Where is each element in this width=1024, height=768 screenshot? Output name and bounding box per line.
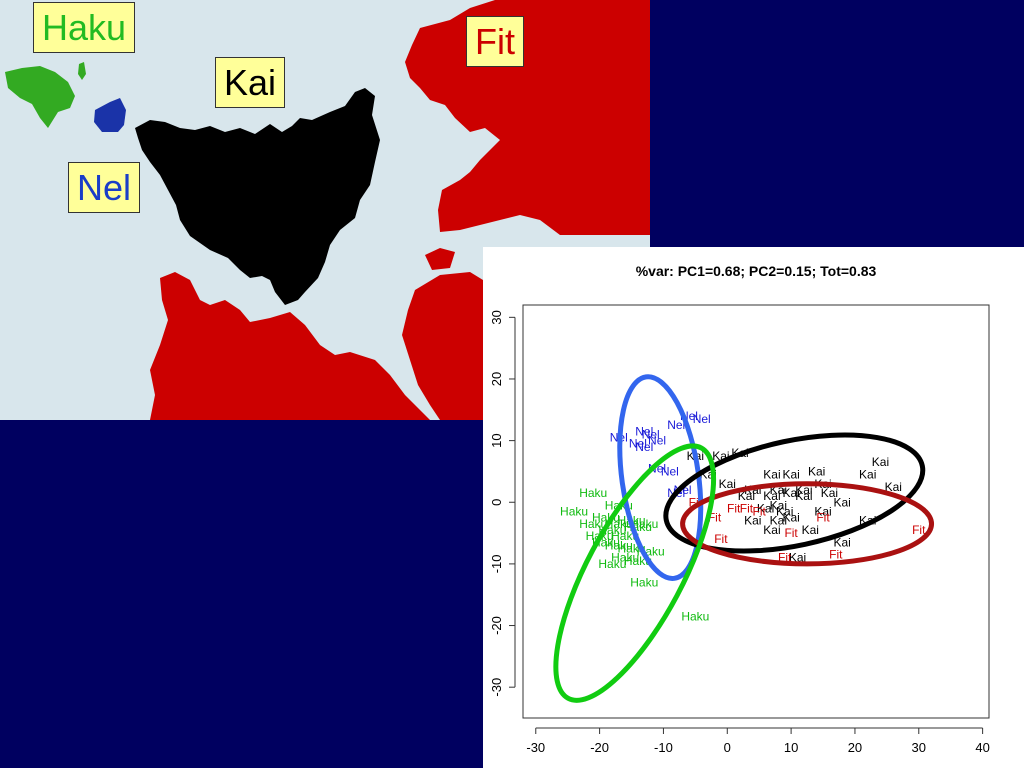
x-tick-label: 10	[784, 740, 798, 755]
haku-region	[5, 66, 75, 128]
data-point-kai: Kai	[770, 498, 787, 512]
data-point-fit: Fit	[727, 501, 741, 515]
fit-region-east	[402, 272, 483, 420]
x-axis: -30 -20 -10 0 10 20 30 40	[526, 727, 990, 755]
data-point-kai: Kai	[834, 495, 851, 509]
data-point-nel: Nel	[693, 412, 711, 426]
data-point-fit: Fit	[740, 501, 754, 515]
x-tick-label: 40	[975, 740, 989, 755]
ellipse-fit	[680, 481, 935, 567]
data-point-nel: Nel	[635, 440, 653, 454]
data-point-nel: Nel	[635, 424, 653, 438]
data-point-haku: Haku	[579, 486, 607, 500]
data-point-nel: Nel	[642, 427, 660, 441]
data-point-nel: Nel	[648, 434, 666, 448]
nel-map-label: Nel	[68, 162, 141, 214]
haku-islet	[78, 62, 86, 80]
data-point-fit: Fit	[714, 532, 728, 546]
data-point-nel: Nel	[667, 418, 685, 432]
data-point-kai: Kai	[757, 501, 774, 515]
plot-frame	[522, 304, 990, 719]
x-tick-label: -20	[590, 740, 609, 755]
y-tick-label: 20	[489, 372, 504, 386]
data-point-kai: Kai	[795, 489, 812, 503]
data-point-fit: Fit	[912, 523, 926, 537]
data-point-haku: Haku	[630, 575, 658, 589]
map-panel: Haku Fit Kai Nel	[0, 0, 650, 420]
x-tick-label: 30	[912, 740, 926, 755]
data-point-haku: Haku	[560, 505, 588, 519]
y-axis: -30 -20 -10 0 10 20 30	[489, 310, 516, 697]
data-point-kai: Kai	[763, 468, 780, 482]
data-point-haku: Haku	[630, 517, 658, 531]
ellipse-haku	[553, 443, 717, 703]
data-point-haku: Haku	[605, 538, 633, 552]
data-point-kai: Kai	[770, 514, 787, 528]
y-tick-label: 30	[489, 310, 504, 324]
data-point-kai: Kai	[763, 523, 780, 537]
kai-map-label: Kai	[215, 57, 286, 109]
data-point-fit: Fit	[784, 526, 798, 540]
x-tick-label: -10	[654, 740, 673, 755]
data-point-kai: Kai	[795, 483, 812, 497]
data-point-kai: Kai	[821, 486, 838, 500]
fit-region-southwest	[150, 272, 430, 420]
ellipse-kai	[663, 432, 926, 554]
map-drawing	[0, 0, 650, 420]
kai-region	[135, 88, 380, 305]
data-point-kai: Kai	[744, 514, 761, 528]
cluster-ellipses	[553, 374, 935, 703]
data-point-kai: Kai	[719, 477, 736, 491]
y-tick-label: 10	[489, 433, 504, 447]
fit-region-islet	[425, 248, 455, 270]
data-point-kai: Kai	[834, 535, 851, 549]
y-tick-label: -10	[489, 554, 504, 573]
data-point-kai: Kai	[738, 489, 755, 503]
pca-scatter-chart: %var: PC1=0.68; PC2=0.15; Tot=0.83 -30 -2…	[489, 263, 990, 755]
data-point-fit: Fit	[816, 511, 830, 525]
data-point-nel: Nel	[661, 464, 679, 478]
data-point-kai: Kai	[782, 468, 799, 482]
fit-map-label: Fit	[466, 16, 524, 68]
data-point-kai: Kai	[763, 489, 780, 503]
data-point-kai: Kai	[808, 464, 825, 478]
data-point-haku: Haku	[611, 551, 639, 565]
y-tick-label: -30	[489, 678, 504, 697]
data-point-kai: Kai	[885, 480, 902, 494]
pca-chart-panel: %var: PC1=0.68; PC2=0.15; Tot=0.83 -30 -2…	[483, 247, 1024, 768]
data-point-fit: Fit	[753, 505, 767, 519]
x-tick-label: 0	[724, 740, 731, 755]
data-point-haku: Haku	[579, 517, 607, 531]
data-point-nel: Nel	[629, 437, 647, 451]
data-point-haku: Haku	[598, 557, 626, 571]
y-tick-label: -20	[489, 616, 504, 635]
chart-title: %var: PC1=0.68; PC2=0.15; Tot=0.83	[636, 263, 877, 279]
data-point-fit: Fit	[829, 548, 843, 562]
data-point-kai: Kai	[859, 468, 876, 482]
data-point-kai: Kai	[802, 523, 819, 537]
data-point-kai: Kai	[776, 505, 793, 519]
data-point-kai: Kai	[782, 511, 799, 525]
y-tick-label: 0	[489, 499, 504, 506]
nel-region	[94, 98, 126, 132]
x-tick-label: -30	[526, 740, 545, 755]
data-point-kai: Kai	[814, 505, 831, 519]
data-point-kai: Kai	[782, 486, 799, 500]
haku-map-label: Haku	[33, 2, 136, 54]
data-point-kai: Kai	[872, 455, 889, 469]
x-tick-label: 20	[848, 740, 862, 755]
data-point-haku: Haku	[681, 609, 709, 623]
